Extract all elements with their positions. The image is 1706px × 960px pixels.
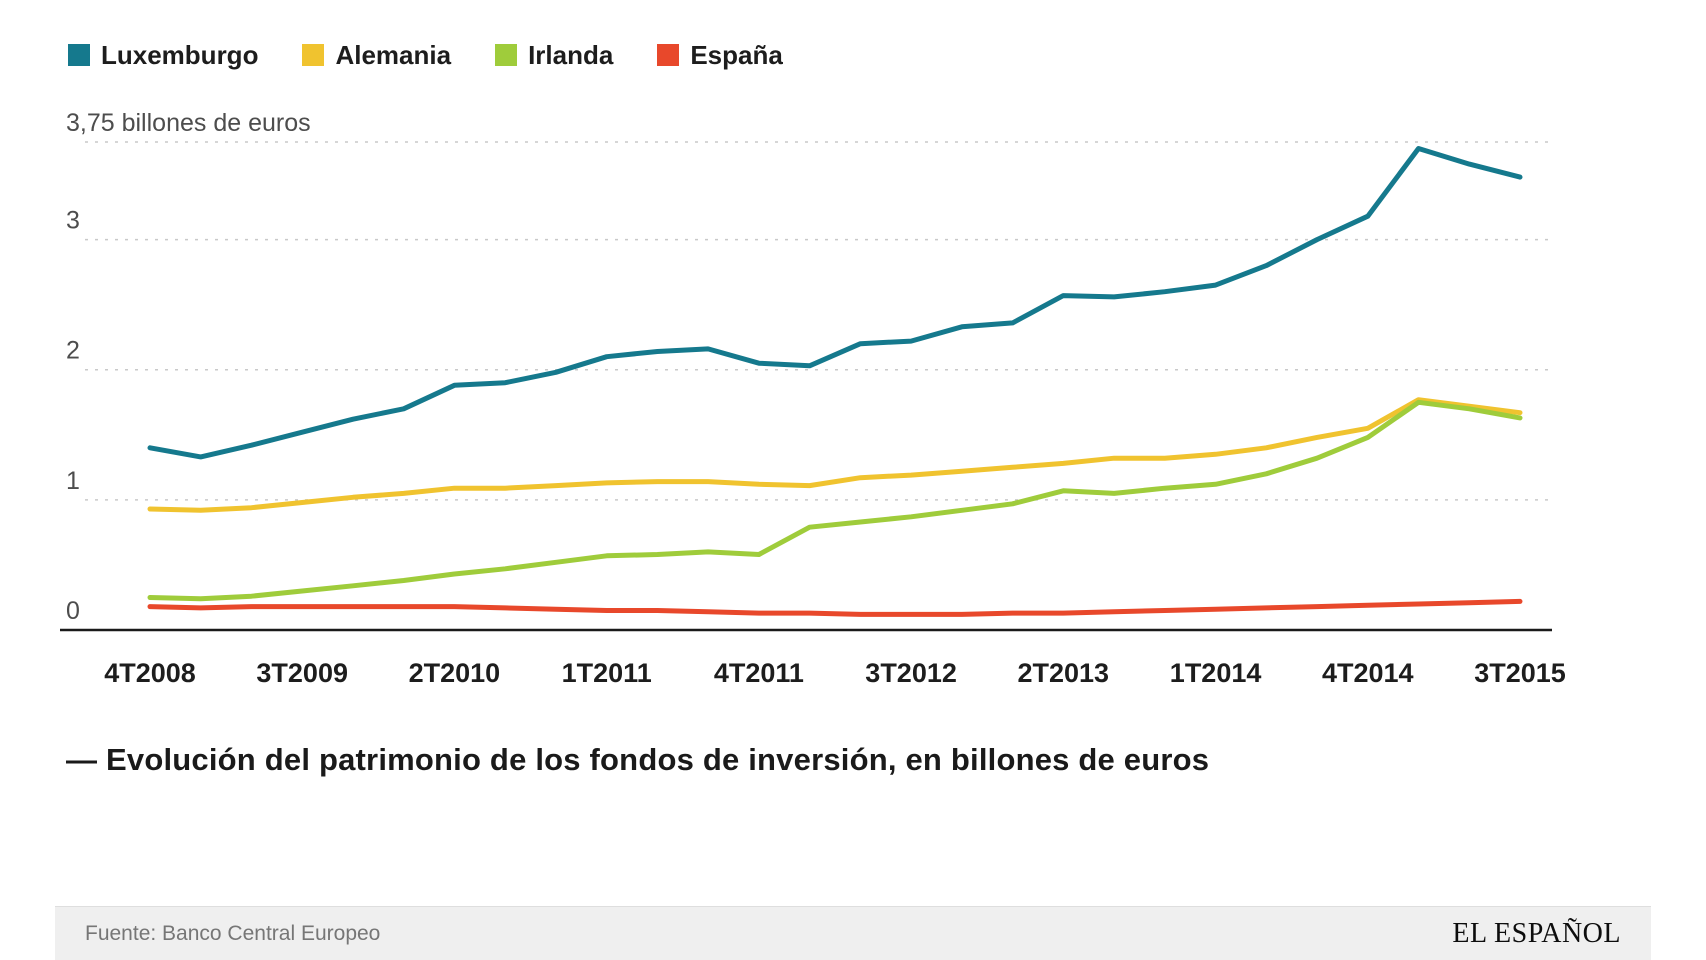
legend-swatch-irlanda bbox=[495, 44, 518, 66]
line-chart: 0 1 2 3 3,75 billones de euros 4T2008 3T2009 2T… bbox=[60, 109, 1566, 688]
legend-item-alemania: Alemania bbox=[302, 42, 451, 68]
x-tick-label-4t2008: 4T2008 bbox=[104, 658, 196, 688]
legend-item-espana: España bbox=[657, 42, 783, 68]
x-tick-label-4t2011: 4T2011 bbox=[714, 658, 804, 688]
y-tick-label-3: 3 bbox=[66, 207, 80, 235]
legend-label-irlanda: Irlanda bbox=[528, 40, 614, 70]
x-tick-label-3t2012: 3T2012 bbox=[865, 658, 957, 688]
x-tick-label-2t2013: 2T2013 bbox=[1018, 658, 1110, 688]
legend-label-luxemburgo: Luxemburgo bbox=[101, 40, 259, 70]
legend-label-espana: España bbox=[690, 40, 783, 70]
x-tick-label-2t2010: 2T2010 bbox=[409, 658, 501, 688]
series-line-espa-a bbox=[147, 598, 1523, 617]
x-tick-label-3t2009: 3T2009 bbox=[256, 658, 348, 688]
legend: Luxemburgo Alemania Irlanda España bbox=[68, 42, 783, 68]
chart-title: — Evolución del patrimonio de los fondos… bbox=[66, 742, 1210, 777]
legend-item-luxemburgo: Luxemburgo bbox=[68, 42, 258, 68]
x-tick-label-1t2014: 1T2014 bbox=[1170, 658, 1262, 688]
legend-swatch-espana bbox=[657, 44, 680, 66]
y-tick-label-1: 1 bbox=[66, 467, 80, 495]
series-line-alemania bbox=[147, 397, 1523, 513]
x-tick-label-3t2015: 3T2015 bbox=[1474, 658, 1566, 688]
series-line-irlanda bbox=[147, 399, 1523, 602]
legend-label-alemania: Alemania bbox=[335, 40, 452, 70]
source-note: Fuente: Banco Central Europeo bbox=[85, 921, 381, 945]
brand-logo: EL ESPAÑOL bbox=[1452, 917, 1621, 949]
x-tick-label-4t2014: 4T2014 bbox=[1322, 658, 1414, 688]
y-tick-label-2: 2 bbox=[66, 337, 80, 365]
legend-item-irlanda: Irlanda bbox=[495, 42, 613, 68]
y-tick-label-3-75-billones-de-euros: 3,75 billones de euros bbox=[66, 109, 311, 137]
y-tick-label-0: 0 bbox=[66, 597, 80, 625]
legend-swatch-alemania bbox=[302, 44, 325, 66]
x-tick-label-1t2011: 1T2011 bbox=[562, 658, 652, 688]
legend-swatch-luxemburgo bbox=[68, 44, 90, 66]
series-line-luxemburgo bbox=[147, 146, 1523, 460]
footer: Fuente: Banco Central Europeo EL ESPAÑOL bbox=[55, 906, 1651, 960]
